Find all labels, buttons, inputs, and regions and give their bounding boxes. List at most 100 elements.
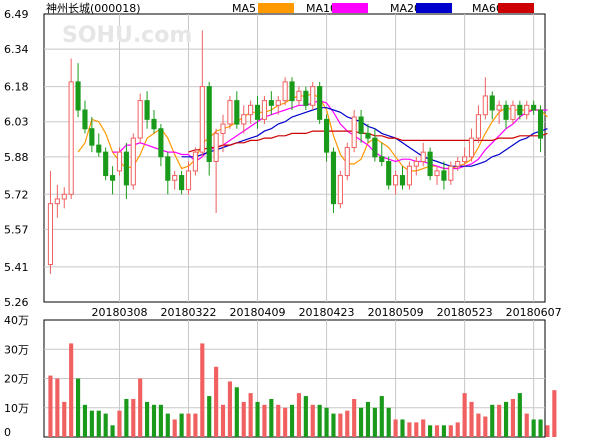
candle	[275, 95, 281, 115]
candle-body	[261, 100, 268, 120]
volume-bar	[186, 413, 191, 437]
candle-body	[179, 175, 185, 191]
candle	[358, 110, 364, 143]
volume-bar	[338, 413, 343, 437]
volume-bar	[269, 398, 274, 437]
price-tick-label: 6.49	[4, 8, 29, 21]
legend-swatch	[258, 3, 294, 13]
date-tick-label: 20180607	[506, 306, 562, 319]
date-tick-label: 20180523	[437, 306, 493, 319]
candle	[130, 133, 136, 190]
volume-bar	[103, 413, 108, 437]
candle-body	[103, 151, 109, 177]
candle-body	[393, 175, 399, 186]
legend-label: MA60	[472, 2, 503, 15]
volume-bar	[331, 413, 336, 437]
candle	[379, 142, 385, 167]
candle	[82, 100, 88, 134]
volume-bar	[469, 401, 474, 437]
ma-line-ma10	[112, 99, 548, 170]
candle-body	[358, 116, 364, 134]
volume-bar	[255, 401, 260, 437]
candle-body	[510, 104, 516, 120]
volume-bar	[124, 398, 129, 437]
candle-body	[531, 104, 537, 111]
svg-text:SOHU.com: SOHU.com	[62, 23, 192, 48]
price-tick-label: 6.03	[4, 116, 29, 129]
volume-tick-label: 20万	[4, 373, 29, 386]
volume-bar	[345, 410, 350, 437]
volume-bar	[531, 419, 536, 437]
candle-body	[89, 128, 95, 146]
candle-body	[372, 137, 378, 158]
candle	[386, 156, 392, 190]
candle-body	[448, 165, 454, 181]
candle-body	[289, 81, 295, 102]
candle-body	[137, 100, 143, 139]
candle	[393, 170, 399, 195]
volume-bar	[317, 404, 322, 437]
candle	[303, 86, 309, 110]
candle	[248, 100, 254, 125]
candle-body	[379, 156, 385, 163]
volume-bar	[165, 413, 170, 437]
candle	[89, 117, 95, 153]
price-tick-label: 5.26	[4, 296, 29, 309]
volume-bar	[359, 407, 364, 437]
candle	[537, 105, 544, 153]
volume-bar	[75, 378, 81, 437]
candle	[151, 110, 157, 134]
candle-body	[330, 151, 337, 205]
candle	[296, 86, 302, 106]
candle	[406, 161, 412, 190]
date-tick-label: 20180322	[161, 306, 217, 319]
candle-body	[351, 116, 357, 148]
candle-body	[462, 156, 468, 163]
candle	[489, 91, 495, 120]
candle-body	[268, 100, 274, 106]
volume-bar	[428, 425, 433, 437]
volume-bar	[476, 413, 481, 437]
volume-bar	[276, 404, 281, 437]
candle-body	[434, 170, 440, 177]
price-axis-labels: 6.49 6.34 6.18 6.03 5.88 5.72 5.57 5.41 5.26	[4, 8, 29, 309]
candle	[213, 128, 219, 214]
candle-body	[165, 156, 171, 181]
volume-bar	[248, 393, 253, 437]
candle	[165, 152, 171, 195]
volume-bar	[179, 413, 184, 437]
candle	[96, 133, 102, 157]
candle-body	[185, 170, 192, 191]
volume-bar	[145, 401, 150, 437]
date-tick-label: 20180308	[91, 306, 147, 319]
candle	[68, 58, 74, 199]
candle	[330, 147, 337, 214]
candle-body	[123, 151, 129, 186]
volume-bar	[220, 404, 226, 437]
candle-body	[172, 175, 178, 181]
candle-body	[344, 146, 350, 177]
candle-body	[116, 151, 123, 172]
candle-body	[254, 104, 261, 120]
candle	[192, 147, 198, 176]
stock-title: 神州长城(000018)	[46, 1, 141, 15]
volume-bar	[117, 410, 122, 437]
volume-bar	[283, 407, 288, 437]
candle	[75, 63, 81, 118]
candle	[455, 156, 461, 171]
volume-bar	[497, 404, 502, 437]
volume-bar	[483, 416, 488, 437]
candle-body	[496, 104, 502, 111]
volume-bar	[462, 393, 467, 437]
candle-body	[399, 175, 406, 186]
candle	[289, 77, 295, 110]
candle-body	[206, 86, 212, 163]
volume-bar	[448, 425, 453, 437]
candle	[524, 100, 530, 120]
candle	[206, 81, 212, 176]
candle	[310, 81, 316, 110]
volume-bar	[552, 390, 557, 437]
volume-bar	[110, 425, 115, 437]
candle	[427, 147, 433, 181]
candle-body	[61, 193, 67, 200]
